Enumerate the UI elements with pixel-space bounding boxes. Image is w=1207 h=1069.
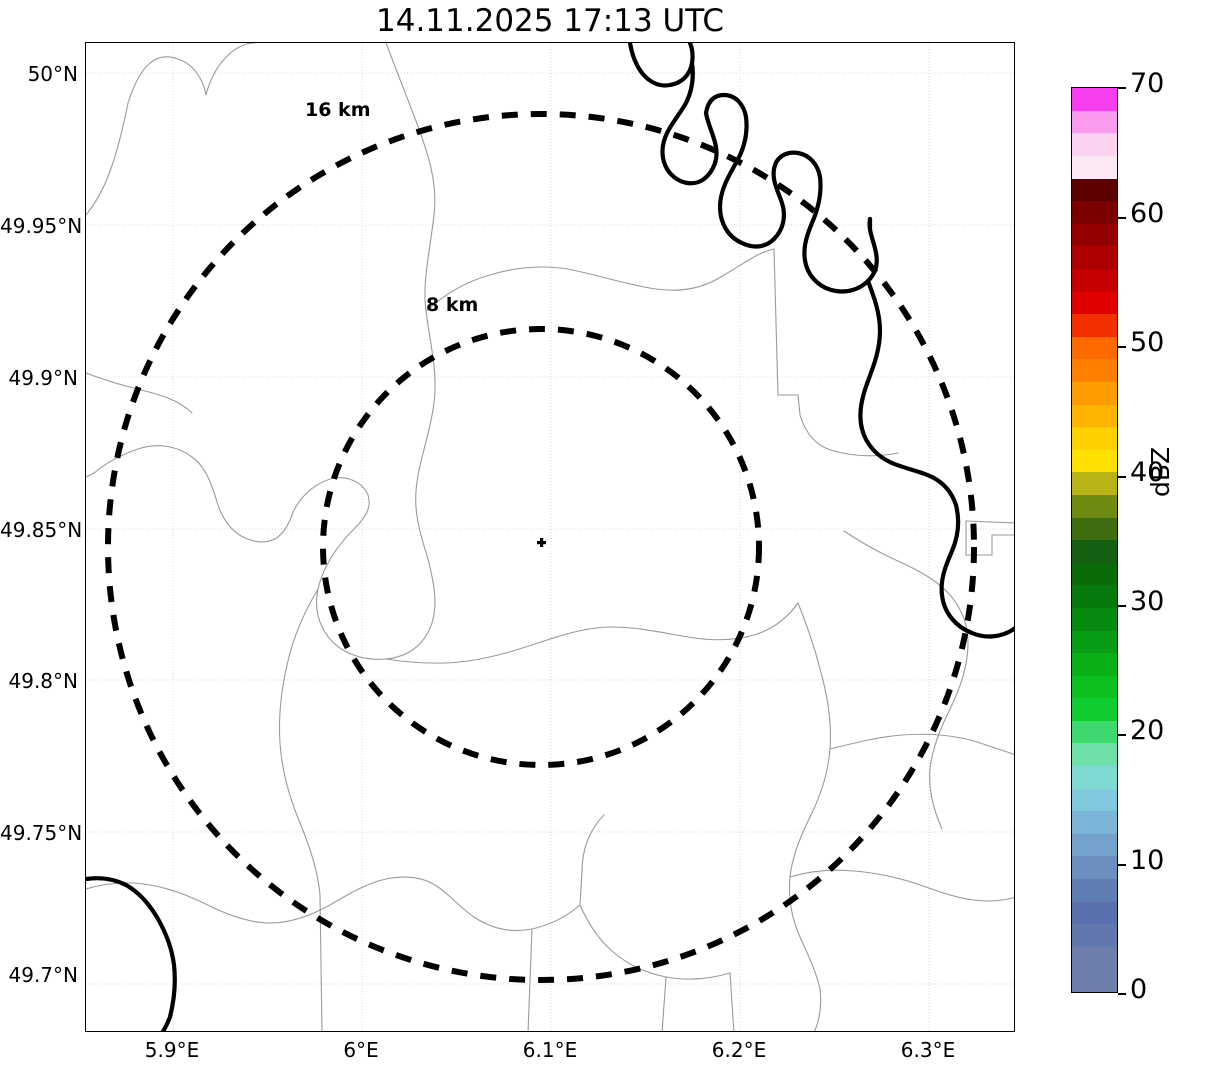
- cbar-tick-mark-40: [1118, 476, 1126, 478]
- cbar-band: [1072, 675, 1117, 699]
- cbar-tick-label-10: 10: [1130, 845, 1165, 876]
- range-ring-label-8km: 8 km: [426, 294, 479, 316]
- ytick-label-498n: 49.8°N: [8, 669, 79, 693]
- ytick-label-50n: 50°N: [27, 62, 78, 86]
- cbar-tick-mark-20: [1118, 734, 1126, 736]
- colorbar-axis-title: dBZ: [1146, 446, 1175, 497]
- ytick-label-4995n: 49.95°N: [0, 214, 83, 238]
- xtick-label-62e: 6.2°E: [711, 1038, 767, 1062]
- cbar-band: [1072, 427, 1117, 450]
- cbar-tick-mark-10: [1118, 864, 1126, 866]
- cbar-band: [1072, 223, 1117, 247]
- xtick-label-61e: 6.1°E: [522, 1038, 578, 1062]
- cbar-band: [1072, 630, 1117, 654]
- cbar-band: [1072, 472, 1117, 495]
- cbar-band: [1072, 201, 1117, 224]
- cbar-band: [1072, 856, 1117, 880]
- ytick-label-4975n: 49.75°N: [0, 821, 83, 845]
- cbar-band: [1072, 879, 1117, 902]
- range-ring-16km: [105, 111, 977, 983]
- cbar-band: [1072, 246, 1117, 269]
- cbar-band: [1072, 698, 1117, 721]
- cbar-tick-mark-0: [1118, 993, 1126, 995]
- ytick-label-499n: 49.9°N: [8, 366, 79, 390]
- radar-map-axes[interactable]: [85, 42, 1015, 1032]
- page-title: 14.11.2025 17:13 UTC: [376, 3, 724, 39]
- cbar-band: [1072, 562, 1117, 586]
- cbar-band: [1072, 811, 1117, 834]
- cbar-band: [1072, 133, 1117, 157]
- cbar-band: [1072, 607, 1117, 631]
- cbar-tick-label-20: 20: [1130, 715, 1165, 746]
- cbar-band: [1072, 359, 1117, 382]
- cbar-band: [1072, 269, 1117, 292]
- cbar-band: [1072, 517, 1117, 541]
- cbar-band: [1072, 494, 1117, 518]
- cbar-band: [1072, 833, 1117, 857]
- cbar-tick-label-30: 30: [1130, 586, 1165, 617]
- cbar-band: [1072, 946, 1117, 970]
- cbar-band: [1072, 314, 1117, 337]
- ytick-label-497n: 49.7°N: [8, 963, 79, 987]
- cbar-tick-mark-60: [1118, 217, 1126, 219]
- xtick-label-63e: 6.3°E: [900, 1038, 956, 1062]
- cbar-band: [1072, 924, 1117, 947]
- cbar-tick-label-0: 0: [1130, 974, 1148, 1005]
- cbar-tick-mark-70: [1118, 87, 1126, 89]
- ytick-label-49850n: 49.85°N: [0, 518, 83, 542]
- cbar-tick-label-50: 50: [1130, 327, 1165, 358]
- cbar-band: [1072, 540, 1117, 563]
- map-canvas: [86, 43, 1014, 1031]
- cbar-band: [1072, 404, 1117, 428]
- xtick-label-6e: 6°E: [343, 1038, 379, 1062]
- range-ring-8km: [320, 326, 762, 768]
- cbar-band: [1072, 156, 1117, 179]
- cbar-band: [1072, 720, 1117, 744]
- cbar-band: [1072, 766, 1117, 789]
- cbar-band: [1072, 901, 1117, 925]
- cbar-band: [1072, 585, 1117, 608]
- cbar-band: [1072, 291, 1117, 315]
- cbar-band: [1072, 381, 1117, 405]
- cbar-band: [1072, 88, 1117, 111]
- cbar-tick-label-40: 40: [1130, 457, 1165, 488]
- cbar-tick-label-70: 70: [1130, 68, 1165, 99]
- cbar-band: [1072, 743, 1117, 767]
- cbar-band: [1072, 110, 1117, 134]
- cbar-band: [1072, 969, 1117, 992]
- cbar-tick-mark-50: [1118, 346, 1126, 348]
- national-border: [86, 43, 1014, 1031]
- xtick-label-59e: 5.9°E: [144, 1038, 200, 1062]
- range-rings: [105, 111, 977, 983]
- cbar-tick-mark-30: [1118, 605, 1126, 607]
- cbar-band: [1072, 788, 1117, 812]
- radar-center-marker: [537, 538, 546, 547]
- cbar-band: [1072, 653, 1117, 676]
- range-ring-label-16km: 16 km: [305, 99, 371, 121]
- reflectivity-colorbar[interactable]: [1071, 87, 1118, 993]
- grid-lines: [86, 43, 1014, 1031]
- cbar-band: [1072, 449, 1117, 473]
- cbar-band: [1072, 178, 1117, 202]
- municipal-boundaries: [86, 43, 1014, 1031]
- cbar-band: [1072, 336, 1117, 360]
- cbar-tick-label-60: 60: [1130, 198, 1165, 229]
